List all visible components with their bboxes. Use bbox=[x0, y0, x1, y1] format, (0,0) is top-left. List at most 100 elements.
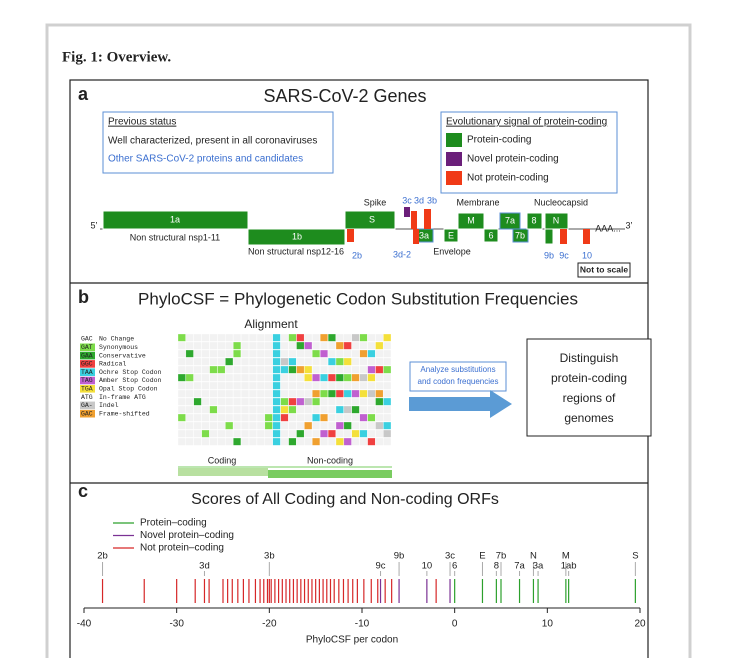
alignment-cell bbox=[264, 429, 273, 438]
alignment-cell bbox=[343, 333, 352, 342]
alignment-cell bbox=[248, 357, 257, 366]
alignment-cell bbox=[312, 365, 321, 374]
alignment-cell bbox=[185, 397, 194, 406]
alignment-cell bbox=[193, 405, 202, 414]
alignment-cell bbox=[320, 373, 328, 382]
alignment-cell bbox=[264, 381, 273, 390]
alignment-cell bbox=[185, 413, 194, 422]
alignment-cell bbox=[209, 405, 218, 414]
alignment-cell bbox=[383, 437, 392, 446]
code: GA- bbox=[81, 402, 93, 409]
alignment-cell bbox=[327, 365, 336, 374]
gene-label: 3a bbox=[419, 230, 429, 240]
scale-note: Not to scale bbox=[580, 264, 628, 274]
alignment-cell bbox=[248, 389, 257, 398]
alignment-cell bbox=[320, 437, 328, 446]
gene-red bbox=[560, 229, 567, 244]
alignment-cell bbox=[233, 365, 242, 374]
coding-bar bbox=[178, 468, 268, 476]
alignment-cell bbox=[209, 397, 218, 406]
alignment-cell bbox=[193, 349, 202, 358]
alignment-cell bbox=[241, 349, 249, 358]
alignment-cell bbox=[351, 381, 360, 390]
alignment-cell bbox=[296, 357, 305, 366]
legend-label: Novel protein–coding bbox=[140, 530, 234, 541]
alignment-cell bbox=[280, 365, 289, 374]
alignment-cell bbox=[320, 429, 328, 438]
alignment-cell bbox=[264, 333, 273, 342]
code-swatch bbox=[80, 351, 95, 360]
alignment-cell bbox=[201, 421, 210, 430]
alignment-cell bbox=[367, 365, 376, 374]
alignment-cell bbox=[248, 333, 257, 342]
gene-label: 3c bbox=[402, 195, 412, 205]
alignment-cell bbox=[327, 357, 336, 366]
alignment-cell bbox=[288, 397, 297, 406]
alignment-cell bbox=[201, 333, 210, 342]
code: GAA bbox=[81, 352, 93, 359]
panel-letter: a bbox=[78, 84, 89, 104]
alignment-cell bbox=[248, 421, 257, 430]
gene bbox=[344, 210, 396, 230]
alignment-cell bbox=[320, 381, 328, 390]
alignment-cell bbox=[359, 349, 368, 358]
alignment-cell bbox=[327, 373, 336, 382]
alignment-cell bbox=[327, 333, 336, 342]
orf-label: M bbox=[562, 551, 570, 562]
alignment-cell bbox=[367, 381, 376, 390]
orf-label: 6 bbox=[452, 561, 457, 572]
alignment-cell bbox=[327, 389, 336, 398]
alignment-cell bbox=[177, 333, 186, 342]
alignment-cell bbox=[304, 381, 313, 390]
alignment-cell bbox=[225, 357, 234, 366]
alignment-cell bbox=[256, 421, 265, 430]
alignment-cell bbox=[177, 357, 186, 366]
alignment-cell bbox=[343, 349, 352, 358]
alignment-cell bbox=[335, 429, 344, 438]
code: TGA bbox=[81, 386, 93, 393]
alignment-cell bbox=[304, 421, 313, 430]
status-item: Other SARS-CoV-2 proteins and candidates bbox=[108, 154, 303, 165]
alignment-cell bbox=[233, 373, 242, 382]
alignment-cell bbox=[256, 389, 265, 398]
alignment-cell bbox=[304, 437, 313, 446]
alignment-cell bbox=[233, 341, 242, 350]
alignment-cell bbox=[177, 397, 186, 406]
alignment-cell bbox=[304, 397, 313, 406]
alignment-cell bbox=[256, 397, 265, 406]
gene-label: 7a bbox=[505, 215, 515, 225]
gene-red bbox=[413, 229, 419, 244]
alignment-cell bbox=[241, 333, 249, 342]
gene-label: Nucleocapsid bbox=[534, 197, 588, 207]
alignment-cell bbox=[343, 341, 352, 350]
alignment-cell bbox=[312, 357, 321, 366]
alignment-cell bbox=[225, 389, 234, 398]
code-swatch bbox=[80, 343, 95, 352]
alignment-cell bbox=[359, 397, 368, 406]
genome-end: 5’ bbox=[90, 220, 97, 230]
gene-label: Non structural nsp12-16 bbox=[248, 246, 344, 256]
alignment-cell bbox=[272, 349, 281, 358]
alignment-cell bbox=[359, 437, 368, 446]
orf-label: 3d bbox=[199, 561, 210, 572]
alignment-cell bbox=[225, 373, 234, 382]
alignment-cell bbox=[312, 373, 321, 382]
gene-label: 9b bbox=[544, 250, 554, 260]
result-text: protein-coding bbox=[551, 371, 627, 385]
alignment-cell bbox=[288, 405, 297, 414]
alignment-cell bbox=[217, 437, 226, 446]
alignment-cell bbox=[217, 357, 226, 366]
alignment-cell bbox=[193, 381, 202, 390]
alignment-cell bbox=[193, 437, 202, 446]
alignment-cell bbox=[272, 429, 281, 438]
alignment-cell bbox=[320, 357, 328, 366]
alignment-cell bbox=[248, 349, 257, 358]
orf-label: N bbox=[530, 551, 537, 562]
alignment-cell bbox=[351, 357, 360, 366]
gene-label: 9c bbox=[559, 250, 569, 260]
alignment-cell bbox=[241, 437, 249, 446]
code-label: Opal Stop Codon bbox=[99, 386, 158, 393]
alignment-cell bbox=[343, 357, 352, 366]
x-axis-label: PhyloCSF per codon bbox=[306, 635, 398, 646]
legend-label: Protein-coding bbox=[467, 135, 531, 146]
